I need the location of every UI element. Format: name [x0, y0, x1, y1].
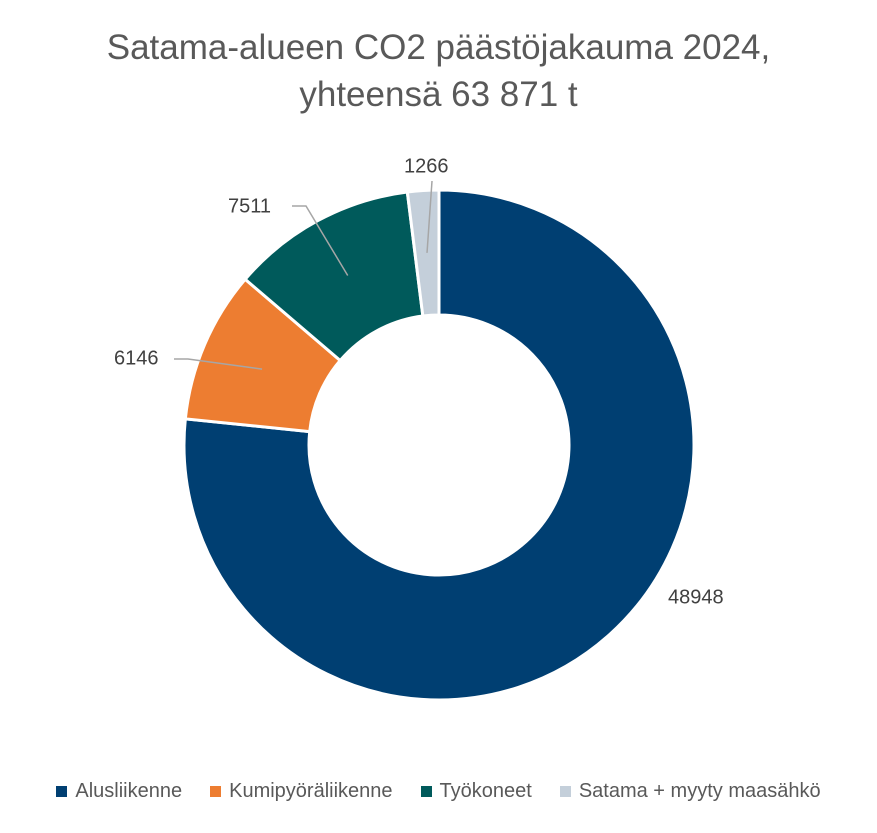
data-label-alusliikenne: 48948: [668, 586, 724, 608]
legend-label-tyokoneet: Työkoneet: [439, 780, 532, 802]
legend-item-kumipyoraliikenne: Kumipyöräliikenne: [210, 780, 393, 803]
legend-swatch-tyokoneet: [420, 786, 432, 797]
legend-label-satama-maasahko: Satama + myyty maasähkö: [578, 780, 821, 802]
legend-swatch-satama-maasahko: [559, 786, 571, 797]
leader-line-tyokoneet: [292, 205, 349, 276]
legend-label-kumipyoraliikenne: Kumipyöräliikenne: [229, 780, 393, 802]
legend-item-tyokoneet: Työkoneet: [420, 780, 532, 803]
data-label-tyokoneet: 7511: [228, 195, 271, 217]
chart-title-line-1: Satama-alueen CO2 päästöjakauma 2024,: [106, 28, 771, 67]
legend-label-alusliikenne: Alusliikenne: [75, 780, 183, 802]
chart-legend: Alusliikenne Kumipyöräliikenne Työkoneet Sa…: [0, 780, 877, 803]
legend-swatch-kumipyoraliikenne: [210, 786, 222, 797]
slice-satama-maasahko: [405, 188, 441, 318]
legend-item-satama-maasahko: Satama + myyty maasähkö: [559, 780, 821, 803]
slice-alusliikenne: [182, 188, 696, 702]
leader-line-satama-maasahko: [426, 180, 433, 253]
data-label-satama-maasahko: 1266: [404, 155, 449, 177]
chart-title: Satama-alueen CO2 päästöjakauma 2024, yh…: [0, 24, 877, 118]
leader-line-kumipyoraliikenne: [174, 358, 263, 370]
legend-swatch-alusliikenne: [56, 786, 68, 797]
data-label-kumipyoraliikenne: 6146: [114, 347, 159, 369]
chart-title-line-2: yhteensä 63 871 t: [299, 75, 578, 114]
legend-item-alusliikenne: Alusliikenne: [56, 780, 182, 803]
